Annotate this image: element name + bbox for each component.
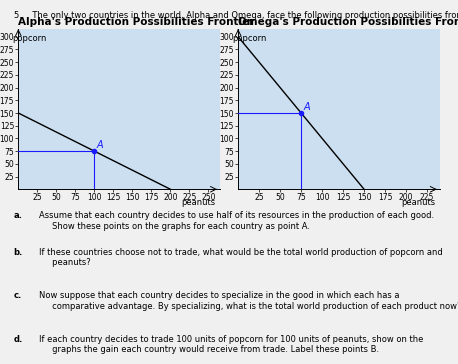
Text: Alpha's Production Possibilities Frontier: Alpha's Production Possibilities Frontie… [18,17,255,27]
Text: Omega's Production Possibilities Frontier: Omega's Production Possibilities Frontie… [238,17,458,27]
Text: If these countries choose not to trade, what would be the total world production: If these countries choose not to trade, … [39,248,443,267]
Text: a.: a. [14,211,22,220]
Text: Now suppose that each country decides to specialize in the good in which each ha: Now suppose that each country decides to… [39,291,458,310]
Text: If each country decides to trade 100 units of popcorn for 100 units of peanuts, : If each country decides to trade 100 uni… [39,335,423,354]
Text: d.: d. [14,335,23,344]
Text: Assume that each country decides to use half of its resources in the production : Assume that each country decides to use … [39,211,434,230]
Text: popcorn: popcorn [232,34,267,43]
Text: peanuts: peanuts [182,198,216,207]
Text: b.: b. [14,248,23,257]
Text: popcorn: popcorn [12,34,47,43]
Text: 5.    The only two countries in the world, Alpha and Omega, face the following p: 5. The only two countries in the world, … [14,11,458,20]
Text: c.: c. [14,291,22,300]
Text: A: A [304,102,310,112]
Text: A: A [97,140,103,150]
Text: peanuts: peanuts [402,198,436,207]
